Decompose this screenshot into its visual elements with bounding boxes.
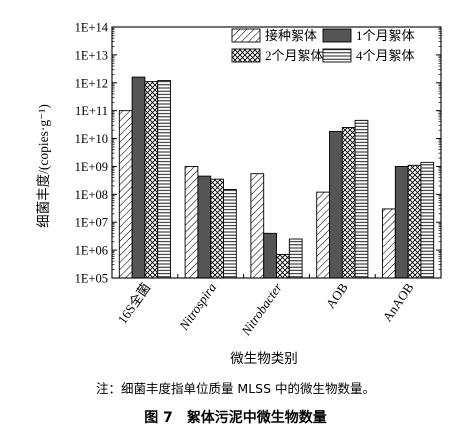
bar	[197, 175, 212, 279]
bar	[354, 119, 369, 279]
x-tick-label: 16S全菌	[115, 280, 154, 326]
x-tick-label: Nitrobacter	[238, 279, 286, 338]
y-axis-label: 细菌丰度/(copies·g⁻¹)	[36, 104, 51, 228]
bar	[341, 127, 356, 279]
bar-chart: 1E+05 1E+06 1E+07 1E+08 1E+09 1E+10 1E+11 1E+12…	[36, 21, 442, 366]
bar	[263, 232, 277, 279]
bar	[157, 80, 171, 279]
y-tick-label: 1E+13	[75, 48, 108, 62]
bar	[250, 173, 265, 279]
y-tick-label: 1E+09	[75, 160, 108, 174]
bar	[118, 110, 133, 279]
bar	[382, 208, 396, 279]
legend-swatch	[322, 48, 352, 63]
bar	[184, 165, 199, 279]
y-tick-label: 1E+11	[75, 104, 108, 118]
y-tick-label: 1E+07	[75, 216, 108, 230]
legend-label: 接种絮体	[265, 28, 317, 43]
legend-swatch	[231, 48, 261, 63]
figure-note: 注：细菌丰度指单位质量 MLSS 中的微生物数量。	[95, 381, 376, 396]
y-tick-label: 1E+12	[75, 76, 108, 90]
y-tick-label: 1E+05	[75, 272, 108, 286]
y-tick-label: 1E+10	[75, 132, 108, 146]
x-tick-label: Nitrospira	[175, 280, 219, 334]
bar	[329, 130, 343, 279]
bar	[276, 253, 290, 279]
legend: 接种絮体 1个月絮体 2个月絮体 4个月絮体	[231, 28, 415, 63]
y-tick-label: 1E+08	[75, 188, 108, 202]
bar	[288, 238, 303, 279]
bar	[316, 191, 330, 279]
bar	[223, 188, 237, 279]
bar	[131, 76, 146, 279]
plot-frame	[111, 26, 442, 279]
legend-label: 1个月絮体	[356, 28, 415, 43]
bar	[210, 178, 224, 279]
legend-label: 2个月絮体	[265, 48, 324, 63]
x-axis-label: 微生物类别	[230, 351, 298, 366]
legend-swatch	[231, 28, 261, 43]
bar	[144, 81, 159, 279]
bar	[407, 164, 422, 279]
x-tick-label: AnAOB	[379, 280, 416, 324]
legend-label: 4个月絮体	[356, 48, 415, 63]
figure-caption: 图 7 絮体污泥中微生物数量	[144, 410, 327, 426]
bar	[420, 161, 435, 279]
y-tick-label: 1E+14	[75, 21, 109, 35]
y-tick-label: 1E+06	[75, 244, 108, 258]
bar	[394, 165, 409, 279]
x-tick-label: AOB	[323, 280, 351, 311]
legend-swatch	[322, 28, 352, 43]
